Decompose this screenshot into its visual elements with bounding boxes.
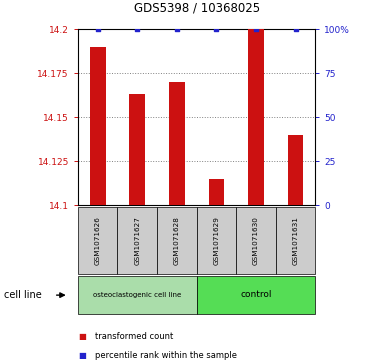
Text: GSM1071628: GSM1071628	[174, 216, 180, 265]
Text: GDS5398 / 10368025: GDS5398 / 10368025	[134, 1, 260, 15]
Bar	[209, 179, 224, 205]
Text: GSM1071629: GSM1071629	[213, 216, 219, 265]
Point	[134, 26, 140, 32]
Text: cell line: cell line	[4, 290, 42, 300]
Point	[174, 26, 180, 32]
Text: GSM1071627: GSM1071627	[134, 216, 140, 265]
Text: GSM1071630: GSM1071630	[253, 216, 259, 265]
Text: ■: ■	[78, 351, 86, 359]
Text: control: control	[240, 290, 272, 299]
Point	[213, 26, 219, 32]
Point	[293, 26, 299, 32]
Point	[253, 26, 259, 32]
Bar	[288, 135, 303, 205]
Point	[95, 26, 101, 32]
Bar	[90, 46, 106, 205]
Text: ■: ■	[78, 333, 86, 341]
Text: transformed count: transformed count	[95, 333, 173, 341]
Text: osteoclastogenic cell line: osteoclastogenic cell line	[93, 292, 181, 298]
Bar	[248, 29, 264, 205]
Text: GSM1071626: GSM1071626	[95, 216, 101, 265]
Text: GSM1071631: GSM1071631	[293, 216, 299, 265]
Text: percentile rank within the sample: percentile rank within the sample	[95, 351, 237, 359]
Bar	[129, 94, 145, 205]
Bar	[169, 82, 185, 205]
